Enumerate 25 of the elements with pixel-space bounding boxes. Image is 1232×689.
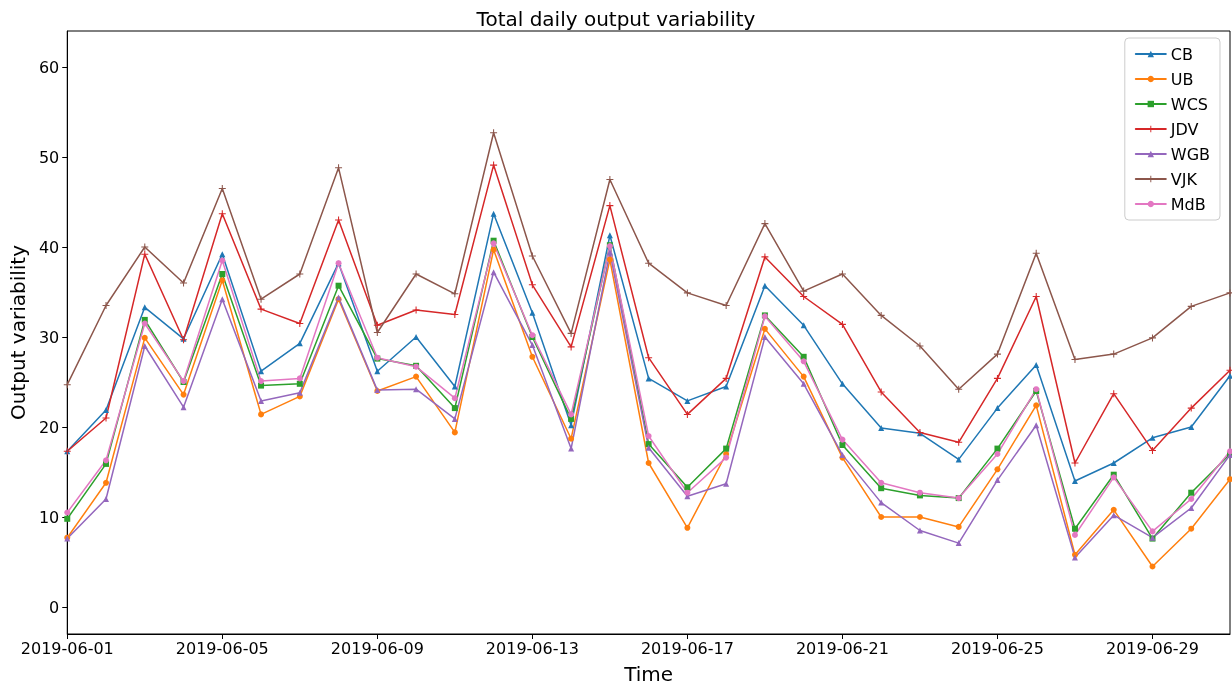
legend-label: VJK bbox=[1170, 169, 1198, 189]
y-tick-label: 30 bbox=[38, 327, 60, 347]
y-tick-label: 40 bbox=[38, 237, 60, 257]
legend-label: WCS bbox=[1170, 94, 1208, 114]
y-tick-label: 10 bbox=[38, 507, 60, 527]
chart-title: Total daily output variability bbox=[475, 7, 756, 31]
x-tick-label: 2019-06-25 bbox=[950, 638, 1044, 658]
legend-label: CB bbox=[1170, 44, 1193, 64]
legend-label: MdB bbox=[1170, 194, 1206, 214]
legend-label: WGB bbox=[1170, 144, 1211, 164]
y-tick-label: 20 bbox=[38, 417, 60, 437]
x-axis-title: Time bbox=[623, 662, 674, 686]
x-tick-label: 2019-06-09 bbox=[330, 638, 424, 658]
x-tick-label: 2019-06-13 bbox=[485, 638, 579, 658]
x-tick-label: 2019-06-21 bbox=[795, 638, 889, 658]
y-axis-title: Output variability bbox=[6, 244, 30, 420]
legend-label: UB bbox=[1170, 69, 1194, 89]
x-tick-label: 2019-06-29 bbox=[1105, 638, 1199, 658]
x-tick-label: 2019-06-17 bbox=[640, 638, 734, 658]
x-tick-label: 2019-06-01 bbox=[20, 638, 114, 658]
legend-label: JDV bbox=[1169, 119, 1199, 139]
y-tick-label: 0 bbox=[49, 597, 60, 617]
x-tick-label: 2019-06-05 bbox=[175, 638, 269, 658]
y-tick-label: 50 bbox=[38, 147, 60, 167]
y-tick-label: 60 bbox=[38, 57, 60, 77]
